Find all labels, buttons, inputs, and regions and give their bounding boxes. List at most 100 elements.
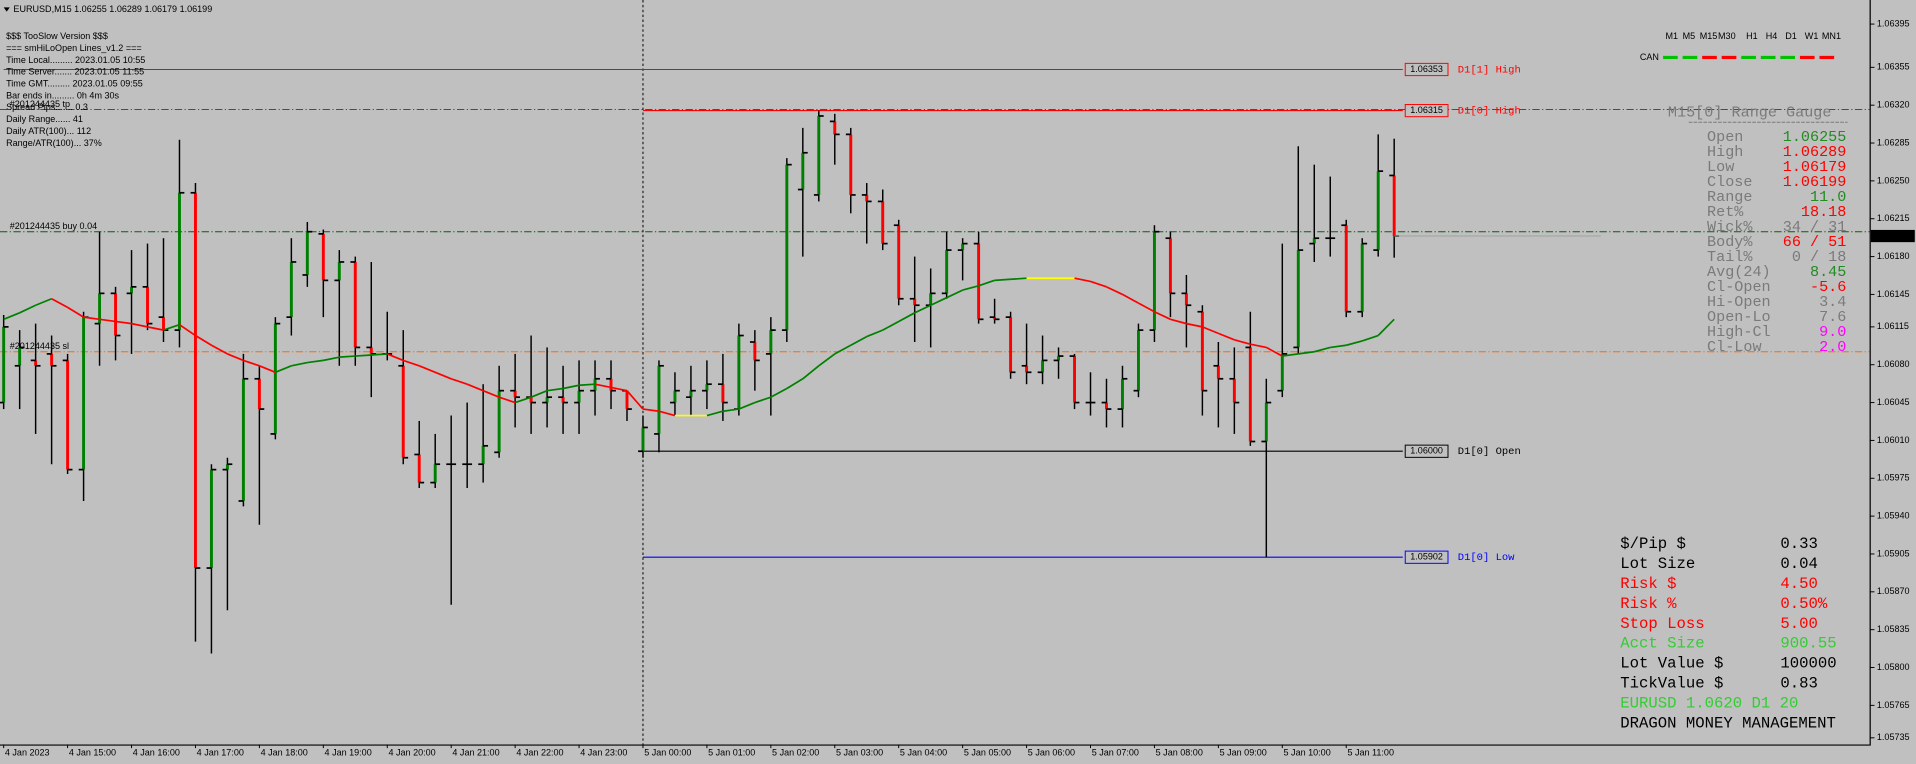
gauge-label: Body% <box>1707 233 1753 251</box>
level-price-box <box>1404 62 1449 77</box>
x-tick-label: 5 Jan 09:00 <box>1220 747 1267 757</box>
gauge-value: 18.18 <box>1801 203 1846 221</box>
symbol-menu-icon[interactable] <box>3 7 10 12</box>
y-tick-label: 1.05870 <box>1877 586 1910 596</box>
ma-segment <box>163 323 180 331</box>
timeframe-button[interactable]: H4 <box>1766 31 1778 41</box>
gauge-value: 11.0 <box>1810 188 1846 206</box>
money-footer: EURUSD 1.0620 D1 20 <box>1620 694 1798 712</box>
ma-segment <box>834 344 852 355</box>
x-tick-label: 4 Jan 21:00 <box>452 747 499 757</box>
current-price-label: 1.06199 <box>1876 230 1909 240</box>
money-value: 0.04 <box>1780 555 1818 573</box>
x-tick-label: 5 Jan 05:00 <box>964 747 1011 757</box>
y-tick-label: 1.06145 <box>1877 289 1910 299</box>
y-tick-label: 1.05905 <box>1877 548 1910 558</box>
ma-segment <box>51 298 69 309</box>
ma-segment <box>1314 346 1331 353</box>
ma-segment <box>1218 332 1235 341</box>
can-label: CAN <box>1640 52 1659 62</box>
x-tick-label: 4 Jan 17:00 <box>197 747 244 757</box>
ma-segment <box>850 335 868 347</box>
symbol-header: EURUSD,M15 1.06255 1.06289 1.06179 1.061… <box>13 4 212 14</box>
timeframe-button[interactable]: W1 <box>1805 31 1819 41</box>
ma-segment <box>1346 340 1363 347</box>
gauge-value: 1.06199 <box>1783 173 1847 191</box>
gauge-value: -5.6 <box>1810 278 1846 296</box>
ma-segment <box>1170 318 1187 325</box>
x-tick-label: 4 Jan 23:00 <box>580 747 627 757</box>
y-tick-label: 1.06115 <box>1877 321 1909 331</box>
gauge-value: 1.06255 <box>1783 128 1847 146</box>
ma-segment <box>402 359 420 367</box>
timeframe-button[interactable]: D1 <box>1785 31 1797 41</box>
gauge-label: Open-Lo <box>1707 308 1771 326</box>
gauge-value: 3.4 <box>1819 293 1846 311</box>
x-tick-label: 5 Jan 01:00 <box>708 747 755 757</box>
ma-segment <box>1250 343 1267 349</box>
ma-segment <box>35 297 52 307</box>
ma-segment <box>642 408 660 413</box>
ma-segment <box>1186 322 1203 328</box>
ma-segment <box>307 359 324 364</box>
info-line: Time Server....... 2023.01.05 11:55 <box>6 67 144 77</box>
level-price-box <box>1404 550 1449 564</box>
gauge-label: Close <box>1707 173 1752 191</box>
x-tick-label: 5 Jan 03:00 <box>836 747 883 757</box>
ma-segment <box>1202 326 1219 335</box>
ma-segment <box>323 356 340 362</box>
ma-segment <box>1090 280 1107 288</box>
ma-segment <box>706 410 724 417</box>
timeframe-button[interactable]: MN1 <box>1822 31 1841 41</box>
info-line: $$$ TooSlow Version $$$ <box>6 31 108 41</box>
x-tick-label: 4 Jan 2023 <box>5 747 50 757</box>
level-price-box <box>1404 103 1449 118</box>
ma-segment <box>1377 318 1395 337</box>
money-label: Lot Size <box>1620 555 1695 573</box>
ma-segment <box>450 377 468 385</box>
ma-segment <box>1361 334 1379 342</box>
level-name: D1[0] High <box>1458 105 1521 117</box>
timeframe-button[interactable]: M5 <box>1683 31 1696 41</box>
x-tick-label: 4 Jan 22:00 <box>516 747 563 757</box>
ma-segment <box>930 296 948 307</box>
ma-segment <box>1298 350 1315 355</box>
ma-segment <box>386 353 404 362</box>
gauge-label: Cl-Open <box>1707 278 1771 296</box>
timeframe-button[interactable]: M15 <box>1700 31 1718 41</box>
gauge-label: High-Cl <box>1707 323 1771 341</box>
gauge-value: 1.06289 <box>1783 143 1847 161</box>
ma-segment <box>83 316 100 321</box>
ma-segment <box>530 389 548 398</box>
timeframe-button[interactable]: H1 <box>1746 31 1758 41</box>
level-price-box <box>1404 444 1449 458</box>
ma-segment <box>243 359 260 367</box>
ma-segment <box>578 383 596 387</box>
timeframe-button[interactable]: M1 <box>1666 31 1679 41</box>
ma-segment <box>946 289 964 299</box>
ma-segment <box>1282 353 1299 357</box>
gauge-value: 2.0 <box>1819 338 1846 356</box>
timeframe-button[interactable]: M30 <box>1718 31 1736 41</box>
x-tick-label: 5 Jan 08:00 <box>1156 747 1203 757</box>
info-line: Range/ATR(100)... 37% <box>6 138 102 148</box>
ma-segment <box>147 326 164 331</box>
ma-segment <box>498 396 516 404</box>
y-tick-label: 1.06250 <box>1877 175 1910 185</box>
level-price-label: 1.05902 <box>1410 552 1443 562</box>
info-line: === smHiLoOpen Lines_v1.2 === <box>6 43 142 53</box>
ma-segment <box>131 322 148 328</box>
ma-segment <box>275 365 292 374</box>
ma-segment <box>610 386 628 392</box>
level-price-label: 1.06353 <box>1410 64 1443 74</box>
ma-segment <box>211 344 228 355</box>
y-tick-label: 1.05735 <box>1877 732 1910 742</box>
ma-segment <box>658 410 676 417</box>
y-tick-label: 1.06045 <box>1877 397 1910 407</box>
info-line: Spread Pips....... 0.3 <box>6 102 88 112</box>
x-tick-label: 4 Jan 20:00 <box>388 747 435 757</box>
level-price-label: 1.06000 <box>1410 446 1443 456</box>
ma-segment <box>434 371 452 380</box>
level-price-label: 1.06315 <box>1410 105 1443 115</box>
ma-segment <box>1234 339 1251 346</box>
